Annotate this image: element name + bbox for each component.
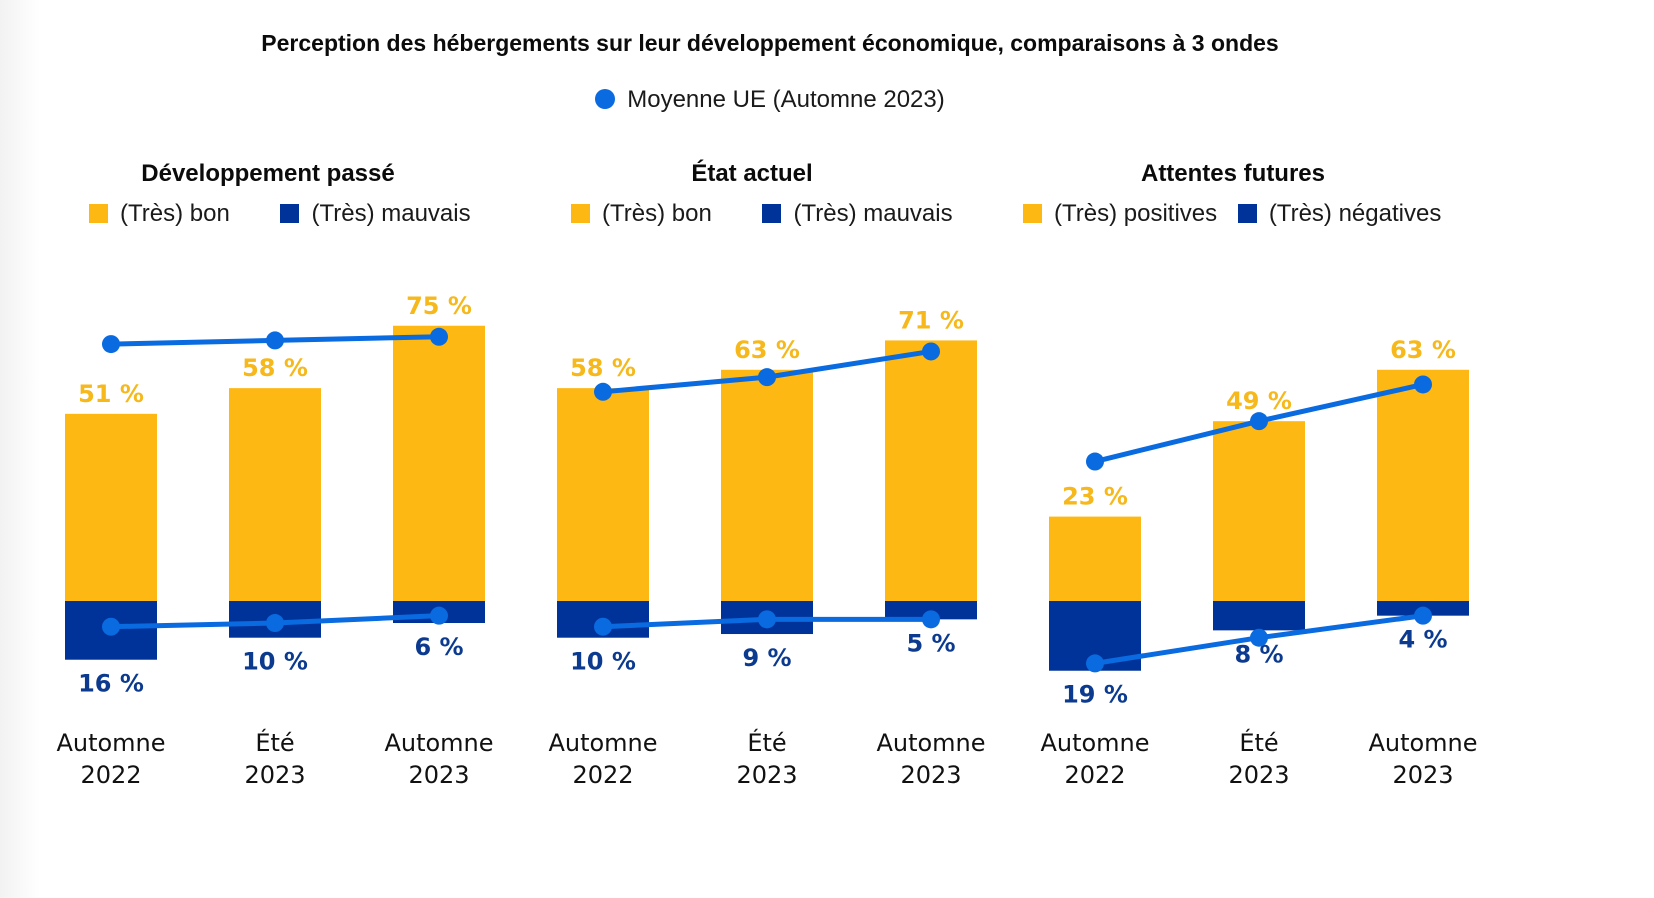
data-label-positive: 23 % <box>1062 483 1128 511</box>
legend-label-negative: (Très) mauvais <box>311 200 471 227</box>
x-tick-label: 2023 <box>736 761 797 789</box>
legend-swatch-negative-icon <box>1237 204 1257 223</box>
x-tick-label: 2023 <box>408 761 469 789</box>
average-point-negative <box>1414 606 1432 625</box>
panel-legend-attentes-futures: (Très) positives (Très) négatives <box>1023 200 1441 228</box>
average-point-positive <box>1414 375 1432 394</box>
panel-title-etat-actuel: État actuel <box>691 160 813 187</box>
x-tick-label: Automne <box>1368 729 1477 757</box>
data-label-negative: 19 % <box>1062 681 1128 709</box>
legend-label-positive: (Très) positives <box>1054 200 1218 227</box>
bar-negative <box>885 601 977 620</box>
x-tick-label: 2022 <box>572 761 633 789</box>
average-point-positive <box>922 342 940 361</box>
data-label-negative: 5 % <box>906 629 955 657</box>
legend-item-positive: (Très) bon <box>89 200 230 228</box>
legend-swatch-negative-icon <box>762 204 782 223</box>
average-point-positive <box>1250 412 1268 431</box>
legend-label-negative: (Très) négatives <box>1268 200 1442 227</box>
legend-item-negative: (Très) négatives <box>1237 200 1442 228</box>
legend-label-negative: (Très) mauvais <box>793 200 953 227</box>
legend-item-negative: (Très) mauvais <box>762 200 953 228</box>
x-tick-label: 2022 <box>80 761 141 789</box>
average-legend-dot-icon <box>595 89 616 109</box>
average-point-positive <box>266 331 284 350</box>
data-label-negative: 10 % <box>570 648 636 676</box>
data-label-positive: 49 % <box>1226 387 1292 415</box>
legend-item-positive: (Très) positives <box>1023 200 1217 228</box>
x-tick-label: Automne <box>1040 729 1149 757</box>
legend-swatch-positive-icon <box>1023 204 1042 223</box>
x-tick-label: Automne <box>384 729 493 757</box>
bar-positive <box>1213 421 1305 601</box>
bar-negative <box>1213 601 1305 631</box>
panel-legend-developpement-passe: (Très) bon (Très) mauvais <box>89 200 471 228</box>
average-point-positive <box>594 382 612 401</box>
panel-legend-etat-actuel: (Très) bon (Très) mauvais <box>571 200 953 228</box>
x-tick-label: Été <box>1239 728 1278 757</box>
bar-positive <box>557 388 649 601</box>
x-tick-label: Été <box>255 728 294 757</box>
average-point-negative <box>1086 654 1104 673</box>
data-label-positive: 58 % <box>242 354 308 382</box>
x-tick-label: 2023 <box>1392 761 1453 789</box>
average-point-negative <box>430 606 448 625</box>
legend-item-positive: (Très) bon <box>571 200 712 228</box>
x-tick-label: Automne <box>548 729 657 757</box>
average-legend: Moyenne UE (Automne 2023) <box>0 86 1540 114</box>
data-label-positive: 58 % <box>570 354 636 382</box>
legend-swatch-negative-icon <box>280 204 300 223</box>
x-tick-label: 2023 <box>900 761 961 789</box>
data-label-positive: 63 % <box>1390 336 1456 364</box>
legend-label-positive: (Très) bon <box>120 200 230 227</box>
data-label-negative: 10 % <box>242 648 308 676</box>
legend-swatch-positive-icon <box>89 204 108 223</box>
average-point-positive <box>430 327 448 346</box>
panel-title-attentes-futures: Attentes futures <box>1140 160 1326 187</box>
data-label-negative: 6 % <box>414 633 463 661</box>
bar-positive <box>1377 369 1469 601</box>
bar-positive <box>229 388 321 601</box>
bar-positive <box>721 369 813 601</box>
x-tick-label: Automne <box>876 729 985 757</box>
data-label-positive: 71 % <box>898 306 964 334</box>
x-tick-label: Automne <box>56 729 165 757</box>
average-point-negative <box>594 617 612 636</box>
bar-positive <box>1049 516 1141 601</box>
average-point-negative <box>102 617 120 636</box>
data-label-negative: 16 % <box>78 670 144 698</box>
x-tick-label: 2023 <box>244 761 305 789</box>
x-tick-label: Été <box>747 728 786 757</box>
average-point-positive <box>1086 452 1104 471</box>
average-point-negative <box>266 614 284 633</box>
x-tick-label: 2023 <box>1228 761 1289 789</box>
data-label-positive: 75 % <box>406 292 472 320</box>
data-label-positive: 51 % <box>78 380 144 408</box>
average-point-negative <box>1250 628 1268 647</box>
legend-label-positive: (Très) bon <box>602 200 712 227</box>
x-tick-label: 2022 <box>1064 761 1125 789</box>
legend-item-negative: (Très) mauvais <box>280 200 471 228</box>
bar-positive <box>393 325 485 601</box>
bar-positive <box>65 413 157 601</box>
data-label-positive: 63 % <box>734 336 800 364</box>
legend-swatch-positive-icon <box>571 204 590 223</box>
average-point-positive <box>758 368 776 387</box>
average-point-positive <box>102 335 120 354</box>
average-legend-label: Moyenne UE (Automne 2023) <box>627 86 945 113</box>
bar-positive <box>885 340 977 601</box>
chart-title: Perception des hébergements sur leur dév… <box>261 30 1279 56</box>
panel-title-developpement-passe: Développement passé <box>141 160 395 187</box>
average-point-negative <box>758 610 776 629</box>
data-label-negative: 4 % <box>1398 626 1447 654</box>
average-point-negative <box>922 610 940 629</box>
data-label-negative: 9 % <box>742 644 791 672</box>
